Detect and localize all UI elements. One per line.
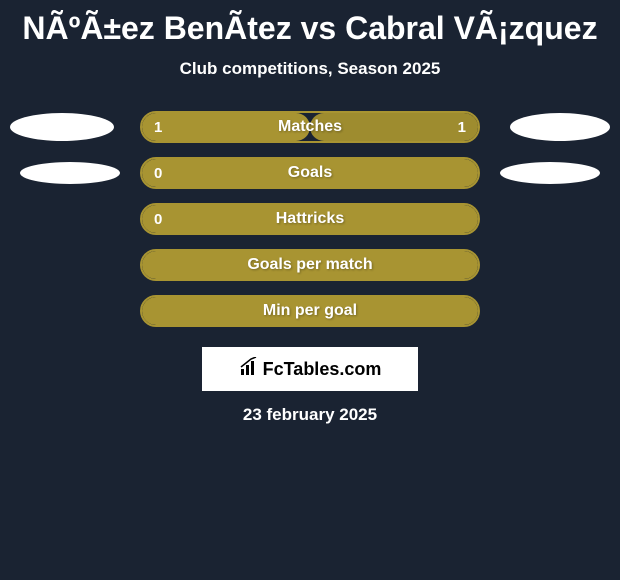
- stat-rows: 1Matches1 0Goals 0Hattricks Goals per match…: [0, 109, 620, 329]
- player-ellipse-right: [510, 113, 610, 141]
- stat-bar: Goals per match: [140, 249, 480, 281]
- stat-label: Min per goal: [142, 302, 478, 320]
- logo-text: FcTables.com: [263, 359, 382, 380]
- stat-value-right: 1: [458, 119, 466, 136]
- subtitle: Club competitions, Season 2025: [0, 59, 620, 79]
- stat-row: 0Goals: [0, 155, 620, 191]
- stat-label: Goals per match: [142, 256, 478, 274]
- stat-row: 1Matches1: [0, 109, 620, 145]
- date-text: 23 february 2025: [0, 405, 620, 425]
- chart-icon: [239, 357, 259, 382]
- stat-bar: Min per goal: [140, 295, 480, 327]
- stat-label: Hattricks: [142, 210, 478, 228]
- logo-box: FcTables.com: [202, 347, 418, 391]
- stat-row: Min per goal: [0, 293, 620, 329]
- stat-row: Goals per match: [0, 247, 620, 283]
- comparison-infographic: NÃºÃ±ez BenÃ­tez vs Cabral VÃ¡zquez Club…: [0, 0, 620, 435]
- stat-row: 0Hattricks: [0, 201, 620, 237]
- player-ellipse-left: [20, 162, 120, 184]
- stat-bar: 0Hattricks: [140, 203, 480, 235]
- stat-bar: 0Goals: [140, 157, 480, 189]
- player-ellipse-right: [500, 162, 600, 184]
- page-title: NÃºÃ±ez BenÃ­tez vs Cabral VÃ¡zquez: [0, 10, 620, 47]
- player-ellipse-left: [10, 113, 114, 141]
- stat-label: Matches: [142, 118, 478, 136]
- stat-label: Goals: [142, 164, 478, 182]
- stat-bar: 1Matches1: [140, 111, 480, 143]
